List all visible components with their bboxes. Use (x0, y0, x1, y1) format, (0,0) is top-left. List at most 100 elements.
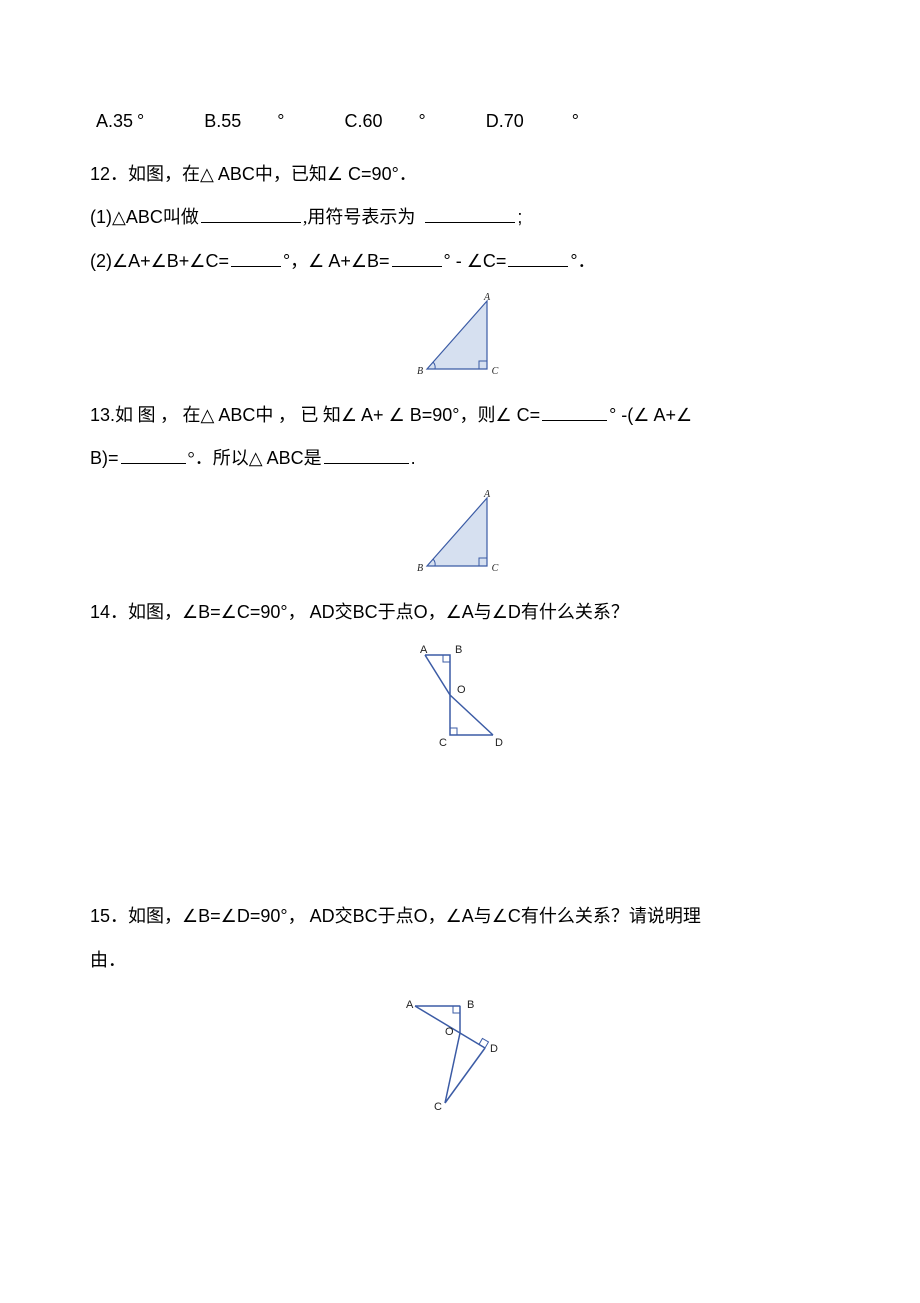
label-b: B (417, 563, 423, 574)
label-b: B (455, 644, 462, 656)
blank (324, 445, 409, 464)
q15-line1: 15． 如图， ∠B=∠D=90° ， AD 交 BC 于点 O， ∠A 与 ∠… (90, 895, 830, 938)
q13-figure: A B C (90, 486, 830, 581)
two-triangles-diagram: A B O D C (390, 988, 530, 1118)
text: ° - ∠C= (444, 240, 507, 283)
degree-sign: ° (277, 100, 284, 143)
triangle-abc: △ ABC (249, 437, 304, 480)
degree-sign: ° (419, 100, 426, 143)
triangle-diagram: A B C (405, 486, 515, 581)
q11-options: A.35 ° B.55 ° C.60 ° D.70 ° (90, 100, 830, 143)
text: . (411, 437, 416, 480)
q12-figure: A B C (90, 289, 830, 384)
q15-number: 15． (90, 895, 128, 938)
text: 中 ， 已 知 (255, 394, 341, 437)
blank (508, 248, 568, 267)
expr: ∠ A+ ∠ B=90° (341, 394, 460, 437)
text: 叫做 (163, 196, 199, 239)
expr: B)= (90, 437, 119, 480)
q11-a-text: A.35 (96, 100, 133, 143)
blank (392, 248, 442, 267)
text: 与 (474, 591, 492, 634)
triangle-shape (427, 498, 487, 566)
q13-line1: 13. 如 图 ， 在 △ ABC 中 ， 已 知 ∠ A+ ∠ B=90° ，… (90, 394, 830, 437)
label-o: O (445, 1026, 454, 1038)
q12-part2: (2) ∠A+∠B+∠C= °， ∠ A+∠B= ° - ∠C= °． (90, 240, 830, 283)
label-a: A (420, 644, 428, 656)
q13-number: 13. (90, 394, 115, 437)
q14-figure: A B O C D (90, 640, 830, 755)
expr: ∠ A+∠B= (308, 240, 389, 283)
text: 由． (90, 939, 126, 982)
label-c: C (492, 366, 499, 377)
label-o: O (457, 684, 466, 696)
text: 如 图 ， 在 (115, 394, 201, 437)
text: 有什么关系？ (521, 591, 629, 634)
text: ， (288, 895, 306, 938)
degree-sign: ° (137, 100, 144, 143)
q15-figure: A B O D C (90, 988, 830, 1118)
text: 如图，在 (128, 153, 200, 196)
two-triangles-diagram: A B O C D (395, 640, 525, 755)
expr: ∠ C= (495, 394, 540, 437)
expr: ∠A+∠B+∠C= (112, 240, 229, 283)
q11-option-d: D.70 ° (486, 100, 579, 143)
expr: O， (414, 591, 446, 634)
q12-p1-label: (1) (90, 196, 112, 239)
expr: BC (353, 591, 378, 634)
right-angle-b (453, 1006, 460, 1013)
right-angle-c (450, 728, 457, 735)
text: 如图， (128, 895, 182, 938)
label-c: C (492, 563, 499, 574)
expr: ∠ A+∠ (633, 394, 692, 437)
triangle-abc: △ ABC (201, 394, 256, 437)
q14-number: 14． (90, 591, 128, 634)
label-a: A (483, 489, 491, 500)
text: 中，已知 (255, 153, 327, 196)
q11-c-text: C.60 (344, 100, 382, 143)
label-b: B (417, 366, 423, 377)
q11-option-b: B.55 ° (204, 100, 284, 143)
q15-line2: 由． (90, 939, 830, 982)
expr: AD (310, 895, 335, 938)
q11-d-text: D.70 (486, 100, 524, 143)
text: 与 (474, 895, 492, 938)
text: ， (288, 591, 306, 634)
edge-od (450, 695, 493, 735)
expr: O， (414, 895, 446, 938)
text: °， (283, 240, 308, 283)
blank (231, 248, 281, 267)
label-a: A (483, 292, 491, 303)
triangle-shape (427, 301, 487, 369)
blank (121, 445, 186, 464)
text: 有什么关系？请说明理 (521, 895, 701, 938)
expr: ∠D (492, 591, 521, 634)
q12-stem: 12． 如图，在 △ ABC 中，已知 ∠ C=90° ． (90, 153, 830, 196)
expr: ∠B=∠D=90° (182, 895, 288, 938)
edge-ao (425, 655, 450, 695)
q14-stem: 14． 如图， ∠B=∠C=90° ， AD 交 BC 于点 O， ∠A 与 ∠… (90, 591, 830, 634)
expr: ∠B=∠C=90° (182, 591, 288, 634)
text: 交 (335, 895, 353, 938)
text: ° -( (609, 394, 633, 437)
right-angle-b (443, 655, 450, 662)
expr: ∠A (446, 591, 474, 634)
label-d: D (490, 1043, 498, 1055)
q11-option-c: C.60 ° (344, 100, 425, 143)
text: ; (517, 196, 522, 239)
text: ． (399, 153, 417, 196)
triangle-abc: △ ABC (200, 153, 255, 196)
text: °． (570, 240, 595, 283)
page: A.35 ° B.55 ° C.60 ° D.70 ° 12． 如图，在 △ A… (0, 0, 920, 1303)
angle-c-90: ∠ C=90° (327, 153, 399, 196)
degree-sign: ° (572, 100, 579, 143)
label-a: A (406, 999, 414, 1011)
q11-b-text: B.55 (204, 100, 241, 143)
blank (201, 204, 301, 223)
text: 交 (335, 591, 353, 634)
triangle-diagram: A B C (405, 289, 515, 384)
text: ，则 (459, 394, 495, 437)
text: 如图， (128, 591, 182, 634)
label-c: C (434, 1101, 442, 1113)
text: 于点 (378, 591, 414, 634)
